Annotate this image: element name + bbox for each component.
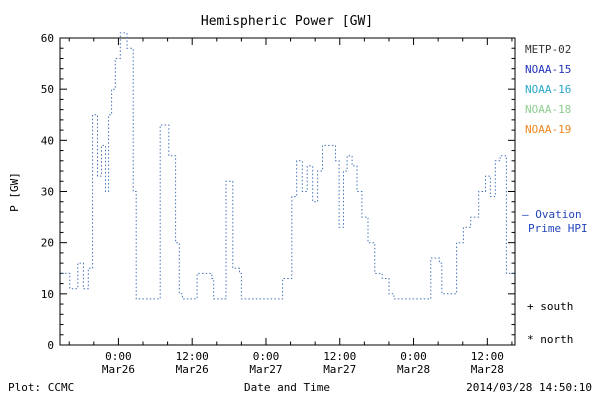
y-tick-label: 60: [41, 32, 54, 45]
data-series-ovation-hpi: [61, 32, 515, 300]
legend-ovation-prime: — Ovation Prime HPI: [522, 208, 588, 235]
x-tick-label-time: 0:00: [400, 350, 427, 363]
x-tick-label-date: Mar28: [397, 363, 430, 376]
y-tick-label: 40: [41, 134, 54, 147]
axes-layer: 01020304050600:00Mar2612:00Mar260:00Mar2…: [41, 32, 516, 376]
x-tick-label-time: 12:00: [323, 350, 356, 363]
legend-item-noaa15: NOAA-15: [525, 63, 571, 76]
x-tick-label-date: Mar27: [249, 363, 282, 376]
legend-item-metp02: METP-02: [525, 43, 571, 56]
plot-frame: [59, 37, 516, 346]
legend-ovation-line2: Prime HPI: [528, 222, 588, 235]
y-axis-label: P [GW]: [8, 172, 21, 212]
x-axis-label: Date and Time: [244, 381, 330, 394]
ovation-hpi-line: [61, 32, 515, 300]
chart-title: Hemispheric Power [GW]: [201, 14, 373, 29]
legend-item-noaa18: NOAA-18: [525, 103, 571, 116]
legend-satellites: METP-02 NOAA-15 NOAA-16 NOAA-18 NOAA-19: [525, 43, 571, 136]
legend-item-noaa16: NOAA-16: [525, 83, 571, 96]
y-tick-label: 0: [47, 339, 54, 352]
y-tick-label: 50: [41, 83, 54, 96]
x-tick-label-date: Mar26: [176, 363, 209, 376]
legend-north-marker: * north: [527, 333, 573, 346]
x-tick-label-date: Mar27: [323, 363, 356, 376]
y-tick-label: 20: [41, 237, 54, 250]
y-tick-label: 10: [41, 288, 54, 301]
x-tick-label-date: Mar26: [102, 363, 135, 376]
x-tick-label-time: 0:00: [253, 350, 280, 363]
x-tick-label-time: 12:00: [471, 350, 504, 363]
plot-source-label: Plot: CCMC: [8, 381, 74, 394]
plot-timestamp: 2014/03/28 14:50:10: [466, 381, 592, 394]
y-tick-label: 30: [41, 186, 54, 199]
x-tick-label-time: 12:00: [176, 350, 209, 363]
legend-ovation-line1: — Ovation: [522, 208, 582, 221]
legend-item-noaa19: NOAA-19: [525, 123, 571, 136]
legend-south-marker: + south: [527, 300, 573, 313]
x-tick-label-time: 0:00: [105, 350, 132, 363]
x-tick-label-date: Mar28: [471, 363, 504, 376]
